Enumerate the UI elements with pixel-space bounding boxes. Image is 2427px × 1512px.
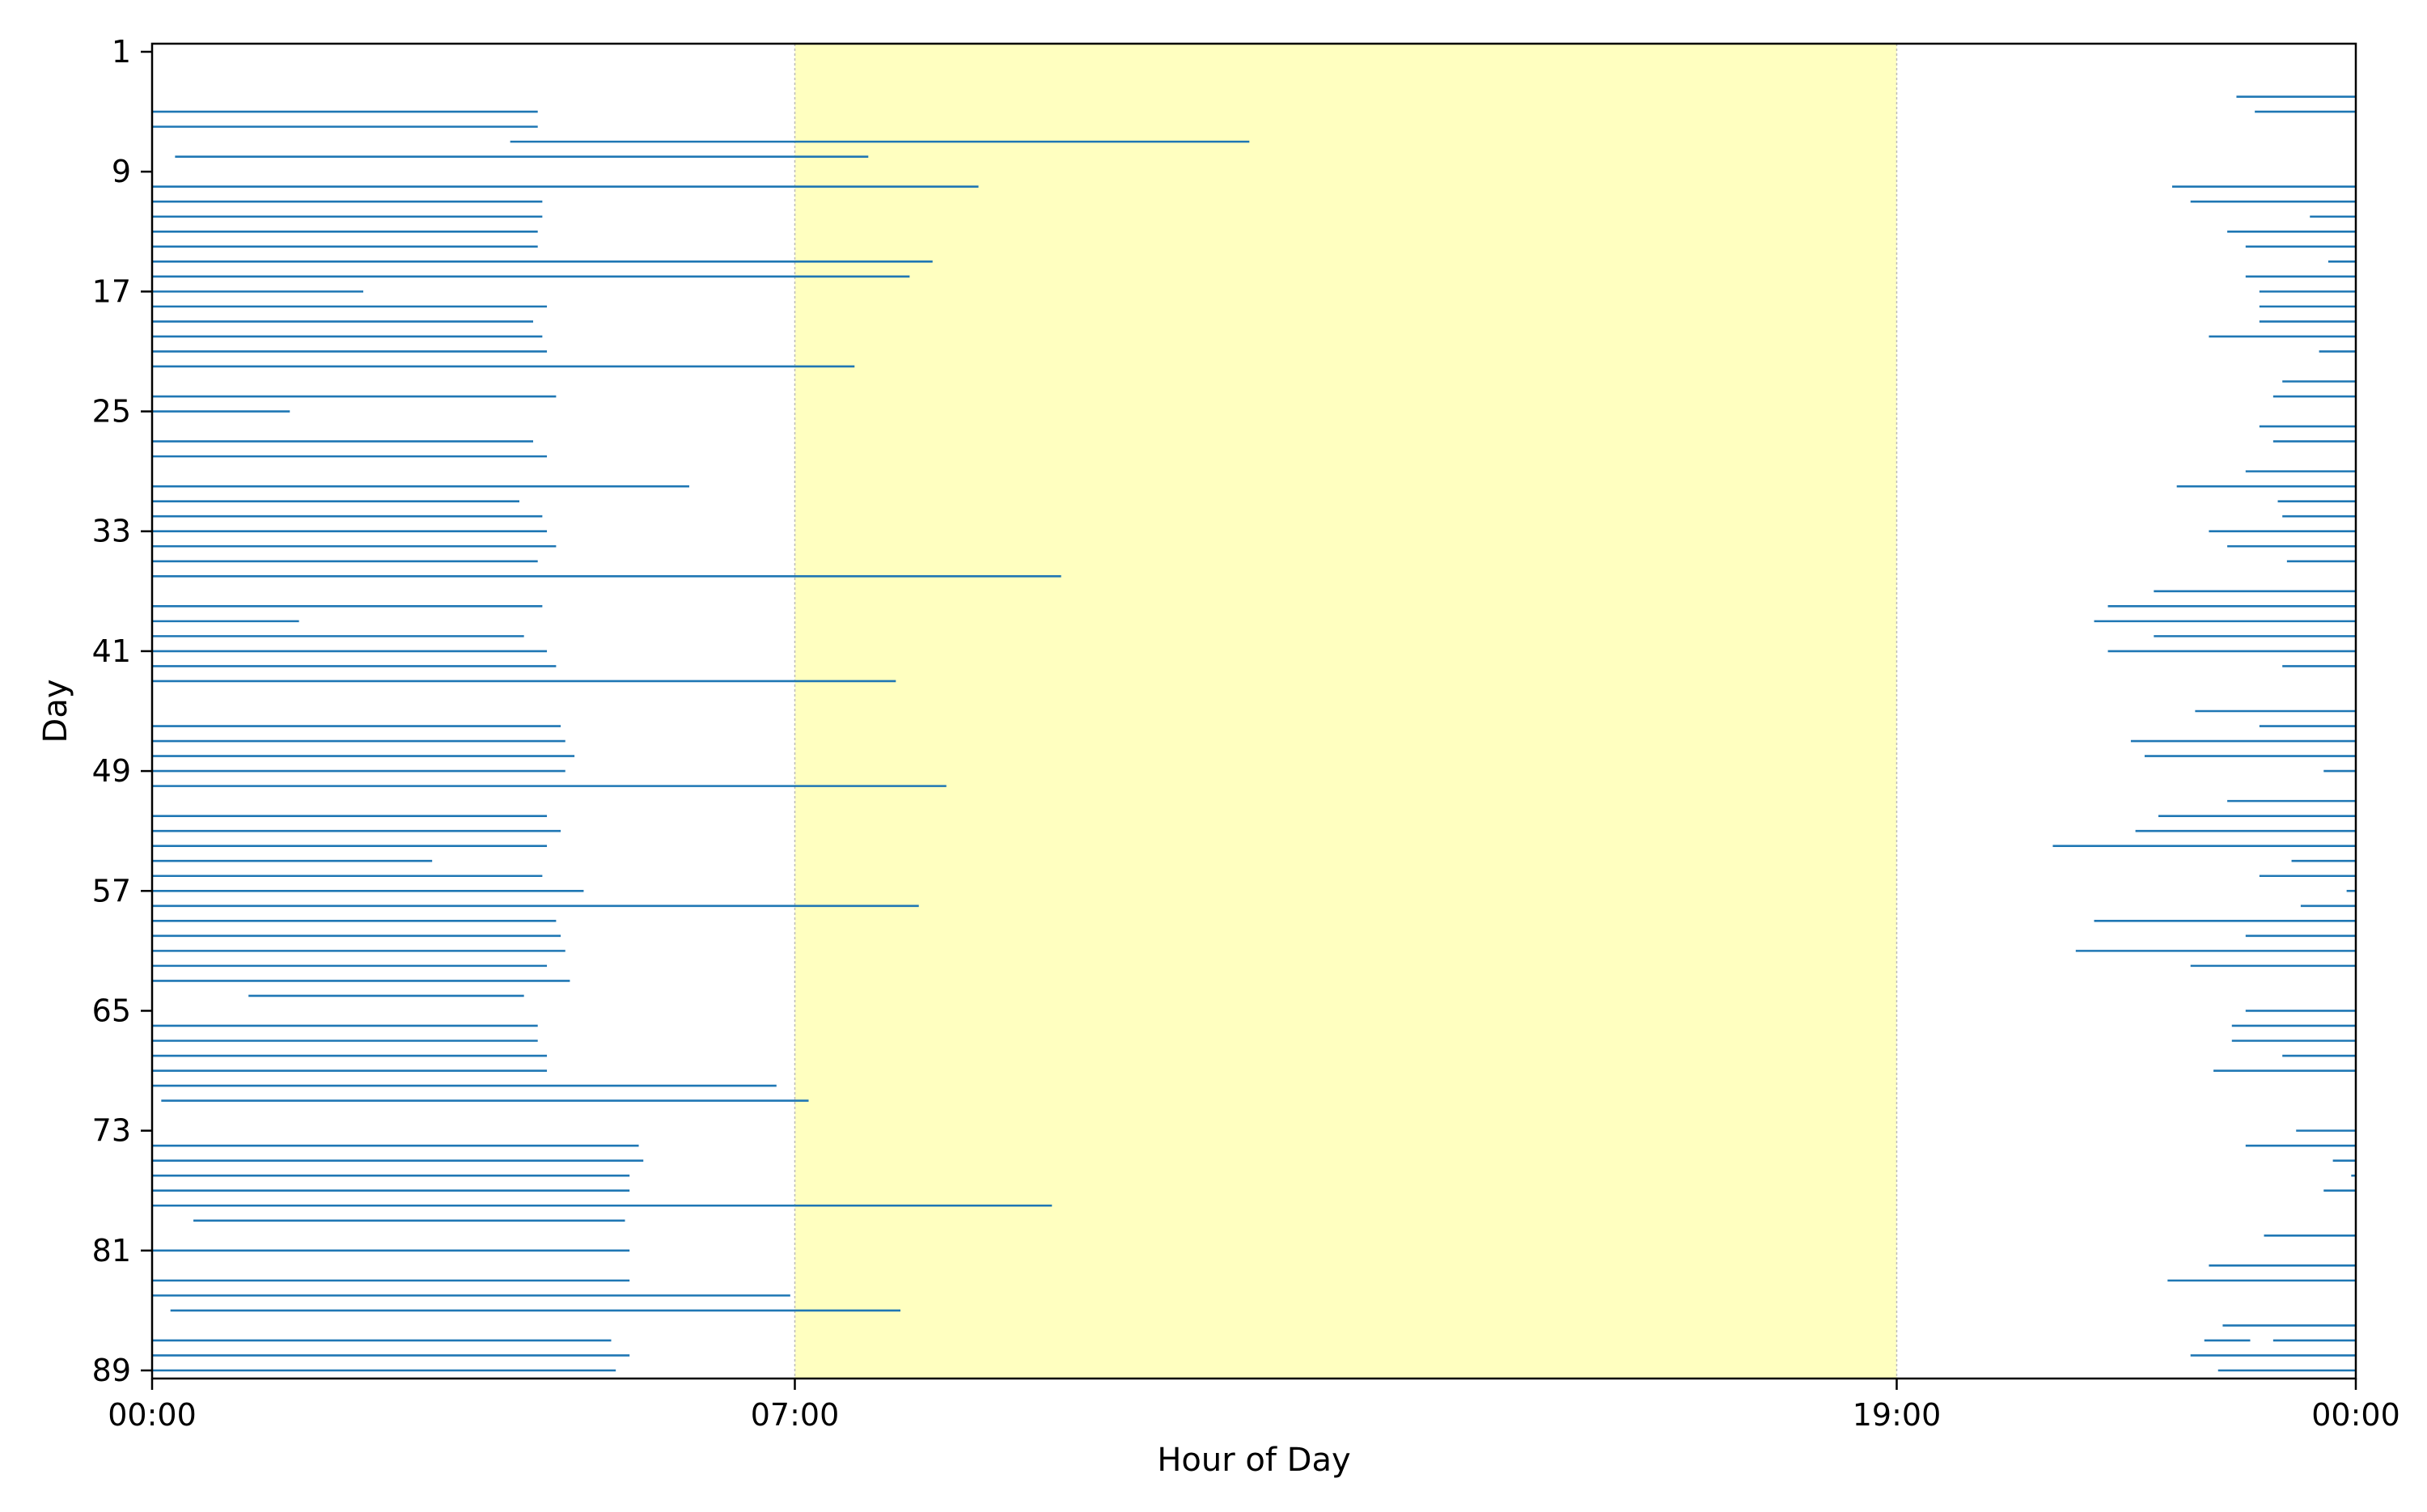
y-tick-label: 57 — [92, 873, 131, 908]
y-tick-label: 33 — [92, 514, 131, 549]
y-tick-label: 49 — [92, 753, 131, 789]
x-tick-label: 19:00 — [1853, 1397, 1942, 1433]
y-tick-label: 17 — [92, 273, 131, 309]
y-tick-label: 9 — [112, 154, 131, 189]
y-tick-label: 1 — [112, 34, 131, 70]
plot-frame — [150, 42, 2357, 1380]
y-tick-label: 25 — [92, 394, 131, 430]
x-tick-label: 07:00 — [751, 1397, 840, 1433]
y-tick-label: 89 — [92, 1353, 131, 1388]
y-tick-label: 41 — [92, 633, 131, 669]
x-axis-label: Hour of Day — [1157, 1442, 1350, 1479]
y-tick-label: 65 — [92, 993, 131, 1028]
highlight-band — [794, 44, 1897, 1379]
bar-segments — [152, 95, 2356, 1372]
x-tick-label: 00:00 — [2311, 1397, 2400, 1433]
y-tick-label: 73 — [92, 1113, 131, 1149]
y-tick-label: 81 — [92, 1233, 131, 1268]
y-axis-label: Day — [37, 680, 74, 743]
axes: 00:00 07:00 19:00 00:00 1 9 17 25 33 41 49 57 65 73 81… — [92, 34, 2400, 1433]
plot-background — [794, 44, 1898, 1379]
x-tick-label: 00:00 — [108, 1397, 197, 1433]
